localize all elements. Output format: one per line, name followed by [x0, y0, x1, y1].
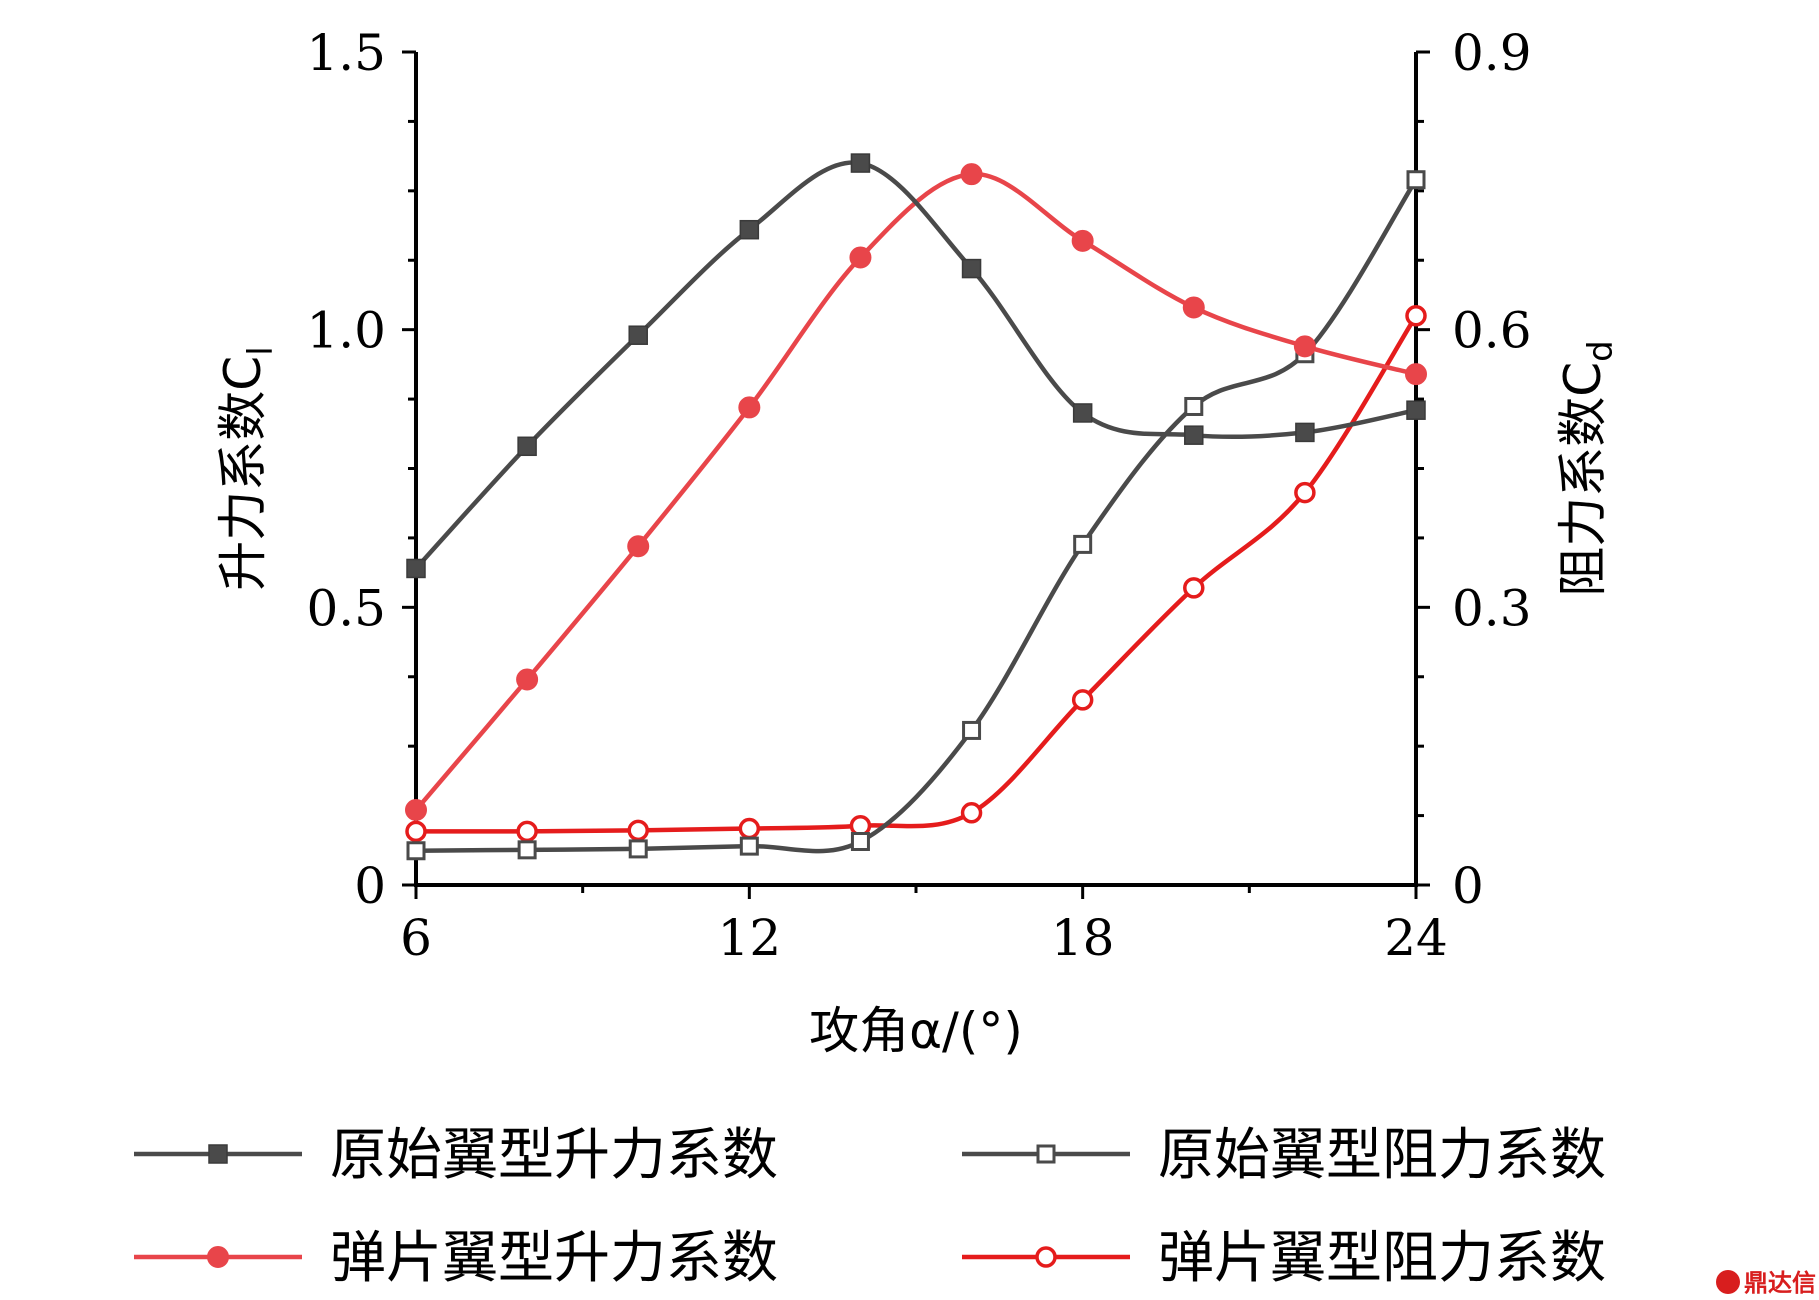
series-1-point — [850, 153, 871, 173]
legend-marker — [1035, 1246, 1057, 1268]
series-1-point — [517, 436, 537, 457]
series-3-point — [627, 535, 650, 558]
legend-label: 弹片翼型阻力系数 — [1158, 1226, 1606, 1291]
watermark-text: 鼎达信 — [1744, 1269, 1816, 1297]
series-3-point — [960, 163, 983, 186]
legend-item: 弹片翼型阻力系数 — [962, 1226, 1606, 1291]
series-3-point — [1071, 229, 1094, 252]
y-left-tick-label: 1.0 — [306, 302, 386, 360]
series-line-2 — [415, 178, 1418, 854]
y-right-tick-label: 0.3 — [1452, 579, 1532, 637]
series-3-point — [516, 668, 539, 691]
series-2-point — [1184, 396, 1204, 416]
series-3-point — [1293, 335, 1316, 358]
y-left-axis-title: 升力系数Cl — [214, 346, 281, 590]
legend-label: 原始翼型升力系数 — [330, 1123, 778, 1188]
series-2-point — [628, 839, 648, 859]
series-3-point — [405, 799, 427, 822]
y-left-tick-label: 0.5 — [306, 579, 386, 637]
series-1-point — [1072, 403, 1093, 423]
series-layer — [405, 153, 1427, 861]
x-tick-label: 18 — [1051, 909, 1115, 967]
y-left-tick-label: 1.5 — [306, 24, 386, 82]
legend-item: 原始翼型阻力系数 — [962, 1123, 1606, 1188]
y-left-axis-subscript: l — [241, 346, 281, 355]
series-4-point — [516, 820, 538, 843]
series-1-point — [739, 219, 760, 240]
legend-marker — [1036, 1144, 1056, 1164]
series-4-point — [405, 820, 427, 843]
legend-item: 原始翼型升力系数 — [134, 1123, 778, 1188]
series-line-1 — [414, 160, 1417, 570]
series-1-point — [1295, 422, 1315, 443]
series-2-point — [1406, 170, 1426, 190]
y-left-tick-label: 0 — [354, 857, 386, 915]
series-3-point — [1405, 363, 1427, 386]
series-line-4 — [415, 314, 1418, 834]
series-2-point — [1073, 534, 1093, 554]
watermark-logo-icon — [1716, 1270, 1740, 1294]
y-right-tick-label: 0.9 — [1452, 24, 1532, 82]
series-3-point — [849, 246, 872, 269]
series-2-point — [962, 720, 982, 740]
watermark-logo: 鼎达信 — [1716, 1269, 1816, 1297]
series-3-point — [1182, 296, 1205, 319]
legend-item: 弹片翼型升力系数 — [134, 1226, 778, 1291]
legend-marker — [208, 1144, 228, 1164]
legend-label: 原始翼型阻力系数 — [1158, 1123, 1606, 1188]
series-1-point — [1184, 425, 1204, 445]
series-line-3 — [414, 171, 1417, 812]
series-4-point — [1071, 689, 1094, 711]
series-2-point — [406, 841, 426, 861]
series-4-point — [1405, 305, 1427, 327]
series-1-point — [1406, 400, 1426, 420]
series-3-point — [738, 396, 761, 419]
x-tick-label: 24 — [1384, 909, 1448, 967]
series-4-point — [738, 817, 761, 840]
series-4-point — [627, 819, 649, 842]
x-axis-title: 攻角α/(°) — [809, 1002, 1023, 1060]
y-right-tick-label: 0 — [1452, 857, 1484, 915]
y-right-axis-subscript: d — [1581, 340, 1621, 362]
series-1-point — [961, 258, 982, 279]
series-1-point — [628, 325, 648, 345]
series-4-point — [1183, 577, 1205, 599]
series-2-point — [739, 836, 759, 856]
legend-label: 弹片翼型升力系数 — [330, 1226, 778, 1291]
series-4-point — [1294, 481, 1316, 504]
axes: 6 12 18 2400.51.01.500.30.60.9攻角α/(°)升力系数Cl… — [214, 24, 1621, 1060]
series-2-point — [850, 831, 870, 851]
y-right-tick-label: 0.6 — [1452, 302, 1532, 360]
series-4-point — [960, 802, 983, 824]
series-1-point — [406, 558, 426, 579]
series-2-point — [517, 840, 537, 860]
legend-marker — [207, 1246, 229, 1268]
y-right-axis-title: 阻力系数Cd — [1554, 340, 1621, 597]
x-tick-label: 6 — [400, 909, 432, 967]
x-tick-label: 12 — [718, 909, 782, 967]
